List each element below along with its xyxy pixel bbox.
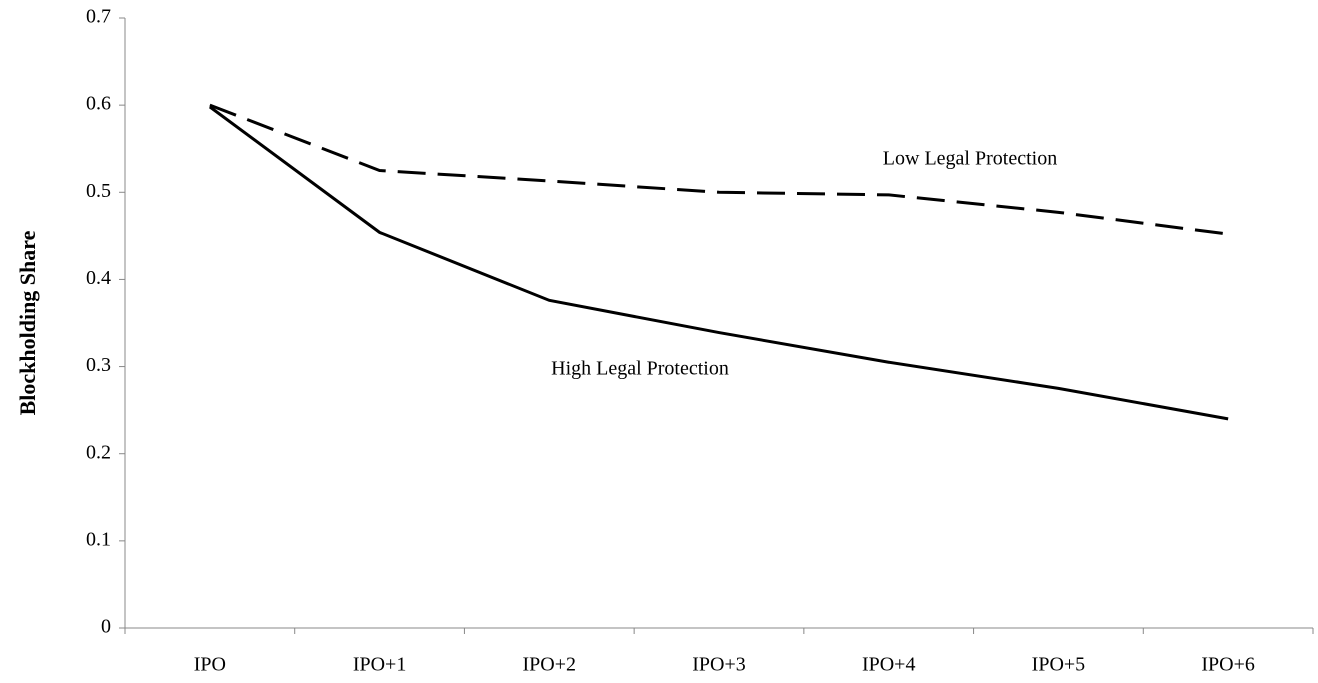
- x-tick-label: IPO+1: [353, 654, 407, 676]
- y-tick-label: 0.1: [86, 528, 111, 550]
- x-tick-label: IPO: [194, 654, 226, 676]
- y-axis-title: Blockholding Share: [15, 230, 40, 415]
- series-label: High Legal Protection: [551, 358, 729, 380]
- y-tick-label: 0.5: [86, 180, 111, 202]
- x-tick-label: IPO+3: [692, 654, 746, 676]
- series-line: [208, 105, 1229, 421]
- x-tick-label: IPO+2: [523, 654, 577, 676]
- y-tick-label: 0.2: [86, 441, 111, 463]
- x-tick-label: IPO+4: [862, 654, 916, 676]
- series-line: [209, 103, 1229, 236]
- y-tick-label: 0.7: [86, 6, 111, 28]
- x-tick-label: IPO+5: [1032, 654, 1086, 676]
- y-tick-label: 0.4: [86, 267, 111, 289]
- y-tick-label: 0.3: [86, 354, 111, 376]
- y-tick-label: 0.6: [86, 93, 111, 115]
- x-tick-label: IPO+6: [1201, 654, 1255, 676]
- y-tick-label: 0: [101, 616, 111, 638]
- series-label: Low Legal Protection: [883, 148, 1057, 170]
